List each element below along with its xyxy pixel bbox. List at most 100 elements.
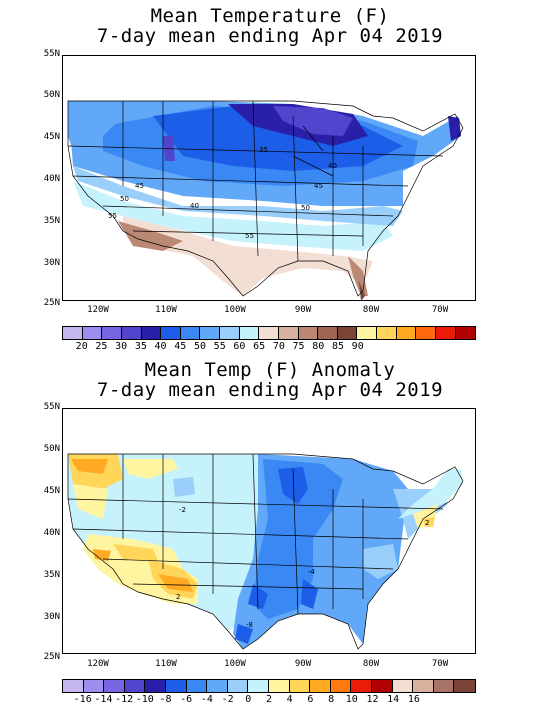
colorbar-swatch bbox=[121, 327, 142, 339]
panel1-lon-label: 70W bbox=[431, 305, 449, 315]
panel1-lon-label: 80W bbox=[362, 305, 380, 315]
colorbar-swatch bbox=[102, 327, 122, 339]
panel2-contour-label: -4 bbox=[308, 568, 316, 576]
colorbar-label: 45 bbox=[174, 341, 187, 352]
colorbar-swatch bbox=[124, 680, 146, 692]
panel2-lon-label: 120W bbox=[87, 659, 109, 669]
colorbar-swatch bbox=[268, 680, 290, 692]
panel2-colorbar bbox=[62, 679, 476, 693]
colorbar-swatch bbox=[186, 680, 208, 692]
colorbar-swatch bbox=[239, 327, 260, 339]
panel1-lon-label: 90W bbox=[294, 305, 312, 315]
panel1-contour-label: 40 bbox=[328, 162, 337, 170]
colorbar-swatch bbox=[82, 327, 103, 339]
colorbar-label: 2 bbox=[265, 694, 273, 705]
colorbar-label: 35 bbox=[134, 341, 147, 352]
colorbar-label: 20 bbox=[75, 341, 88, 352]
panel1-lat-label: 55N bbox=[43, 49, 60, 59]
panel2-title: Mean Temp (F) Anomaly bbox=[144, 359, 396, 381]
colorbar-label: 8 bbox=[328, 694, 335, 705]
colorbar-label: 55 bbox=[213, 341, 226, 352]
panel1-lon-label: 120W bbox=[87, 305, 109, 315]
panel2-lon-label: 110W bbox=[155, 659, 177, 669]
colorbar-swatch bbox=[416, 327, 436, 339]
colorbar-swatch bbox=[63, 680, 84, 692]
colorbar-swatch bbox=[371, 680, 393, 692]
colorbar-swatch bbox=[207, 680, 228, 692]
panel1-temperature-field: 35 40 45 40 45 50 50 55 55 bbox=[67, 100, 464, 300]
panel1-contour-label: 45 bbox=[135, 182, 144, 190]
colorbar-label: 80 bbox=[312, 341, 325, 352]
panel2-lat-label: 40N bbox=[43, 528, 60, 538]
colorbar-swatch bbox=[165, 680, 187, 692]
colorbar-swatch bbox=[259, 327, 279, 339]
panel2-lat-label: 25N bbox=[43, 652, 60, 662]
colorbar-swatch bbox=[433, 680, 455, 692]
colorbar-swatch bbox=[289, 680, 311, 692]
colorbar-label: -10 bbox=[135, 694, 154, 705]
panel2-contour-label: -2 bbox=[179, 506, 186, 514]
colorbar-label: 16 bbox=[407, 694, 420, 705]
panel2-lon-label: 90W bbox=[294, 659, 312, 669]
colorbar-label: 75 bbox=[292, 341, 305, 352]
colorbar-swatch bbox=[392, 680, 414, 692]
colorbar-swatch bbox=[330, 680, 352, 692]
colorbar-label: 10 bbox=[345, 694, 358, 705]
colorbar-swatch bbox=[435, 327, 456, 339]
panel2-contour-label: 2 bbox=[176, 593, 180, 601]
panel2-lon-label: 100W bbox=[224, 659, 246, 669]
panel1-lat-label: 30N bbox=[43, 258, 60, 268]
colorbar-swatch bbox=[337, 327, 358, 339]
colorbar-label: -6 bbox=[180, 694, 193, 705]
colorbar-label: 70 bbox=[272, 341, 285, 352]
colorbar-swatch bbox=[227, 680, 249, 692]
panel2-subtitle: 7-day mean ending Apr 04 2019 bbox=[96, 379, 444, 401]
panel2-lat-label: 50N bbox=[43, 444, 60, 454]
colorbar-swatch bbox=[413, 680, 434, 692]
panel2-anomaly-field: -2 2 -8 -4 2 bbox=[67, 453, 464, 650]
colorbar-swatch bbox=[351, 680, 372, 692]
colorbar-label: -2 bbox=[221, 694, 234, 705]
panel1-lat-label: 40N bbox=[43, 174, 60, 184]
panel2-map: -2 2 -8 -4 2 bbox=[62, 408, 476, 654]
colorbar-swatch bbox=[180, 327, 201, 339]
panel1-contour-label: 35 bbox=[259, 146, 268, 154]
panel1-contour-label: 45 bbox=[314, 182, 323, 190]
panel1-lat-label: 25N bbox=[43, 298, 60, 308]
colorbar-swatch bbox=[377, 327, 397, 339]
colorbar-swatch bbox=[455, 327, 476, 339]
colorbar-label: 12 bbox=[366, 694, 379, 705]
panel2-contour-label: 2 bbox=[425, 519, 429, 527]
panel2-lat-label: 45N bbox=[43, 486, 60, 496]
colorbar-swatch bbox=[454, 680, 475, 692]
panel2-lat-label: 55N bbox=[43, 402, 60, 412]
colorbar-label: 14 bbox=[387, 694, 400, 705]
panel1-lon-label: 100W bbox=[224, 305, 246, 315]
panel1-contour-label: 55 bbox=[108, 212, 117, 220]
panel2-lon-label: 70W bbox=[431, 659, 449, 669]
colorbar-label: 4 bbox=[286, 694, 293, 705]
colorbar-label: -14 bbox=[94, 694, 113, 705]
colorbar-swatch bbox=[298, 327, 319, 339]
colorbar-swatch bbox=[248, 680, 269, 692]
colorbar-label: -4 bbox=[200, 694, 213, 705]
colorbar-label: 25 bbox=[95, 341, 108, 352]
colorbar-label: 50 bbox=[193, 341, 207, 352]
colorbar-label: 30 bbox=[115, 341, 128, 352]
panel1-map: 35 40 45 40 45 50 50 55 55 bbox=[62, 55, 476, 301]
panel1-lat-label: 45N bbox=[43, 132, 60, 142]
colorbar-swatch bbox=[145, 680, 166, 692]
colorbar-swatch bbox=[200, 327, 220, 339]
colorbar-label: 85 bbox=[331, 341, 345, 352]
colorbar-swatch bbox=[396, 327, 417, 339]
panel2-lat-label: 30N bbox=[43, 612, 60, 622]
colorbar-swatch bbox=[318, 327, 338, 339]
panel1-contour-label: 55 bbox=[245, 232, 254, 240]
colorbar-label: 60 bbox=[233, 341, 246, 352]
panel2-lat-label: 35N bbox=[43, 570, 60, 580]
panel1-subtitle: 7-day mean ending Apr 04 2019 bbox=[96, 25, 444, 47]
colorbar-swatch bbox=[357, 327, 377, 339]
colorbar-label: 65 bbox=[253, 341, 266, 352]
panel1-contour-label: 50 bbox=[120, 195, 129, 203]
colorbar-label: 90 bbox=[351, 341, 364, 352]
